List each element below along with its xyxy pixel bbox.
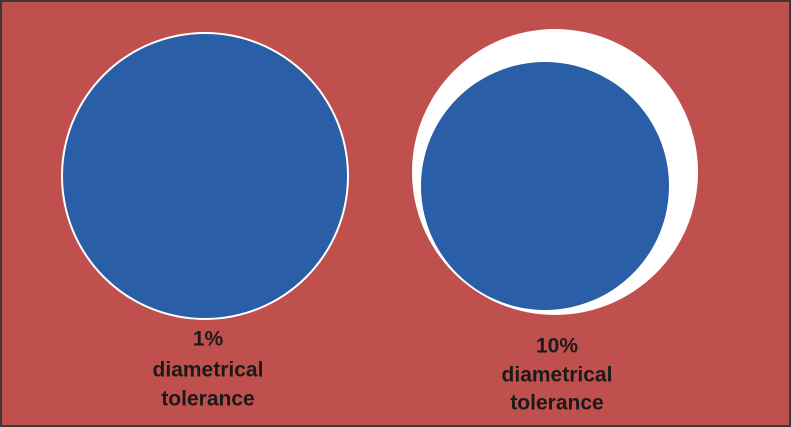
tolerance-label: tolerance (161, 388, 254, 411)
tolerance-label: diametrical (502, 364, 613, 387)
tolerance-label: 1% (193, 328, 224, 351)
tolerance-label: diametrical (153, 359, 264, 382)
tolerance-label: 10% (536, 335, 578, 358)
tolerance-label: tolerance (510, 392, 603, 415)
inner-circle (421, 62, 669, 310)
inner-circle (63, 34, 347, 318)
